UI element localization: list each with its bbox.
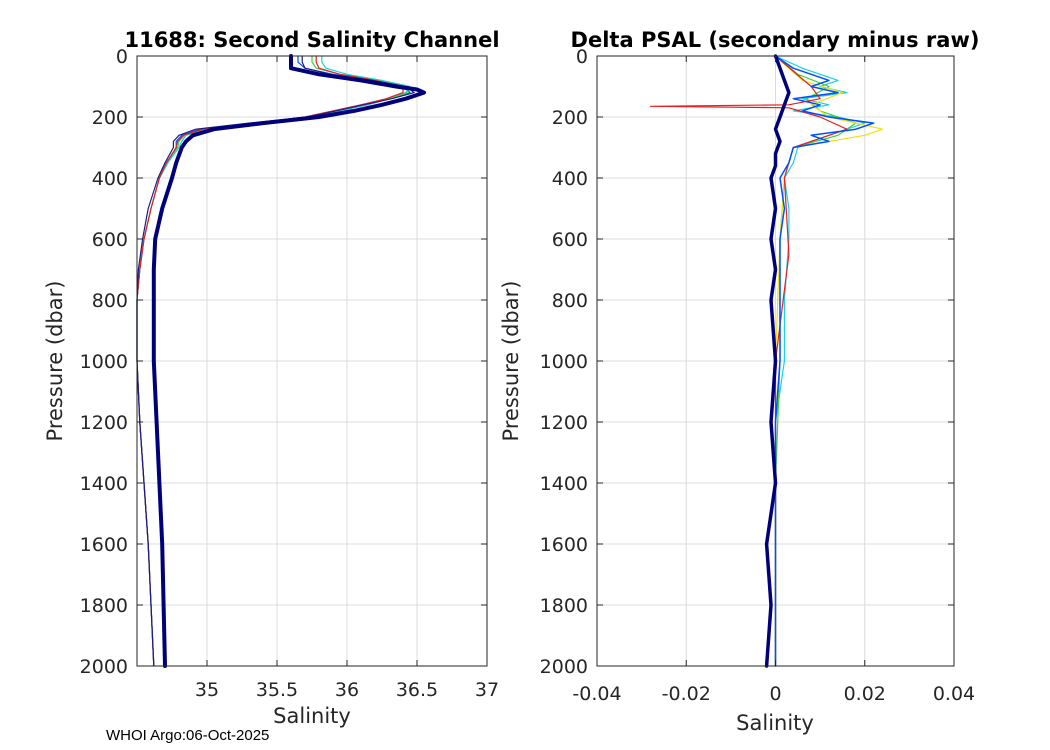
x-tick-label: 37: [475, 679, 499, 701]
chart-title: 11688: Second Salinity Channel: [124, 28, 499, 52]
y-tick-label: 1600: [80, 534, 128, 556]
series-group: [649, 54, 884, 668]
y-tick-label: 1400: [540, 473, 588, 495]
series-line-delta-red: [649, 55, 848, 667]
y-tick-label: 1400: [80, 473, 128, 495]
y-tick-label: 2000: [540, 656, 588, 678]
salinity-profile-chart: 35 35.5 36 36.5 37 0 200 400 600 800 1000 1200 1400 1…: [43, 28, 500, 728]
series-group: [136, 54, 426, 668]
y-tick-label: 1800: [540, 595, 588, 617]
y-tick-label: 2000: [80, 656, 128, 678]
x-axis-label: Salinity: [736, 711, 814, 735]
x-tick-label: 35: [195, 679, 219, 701]
x-tick-label: 0.02: [844, 683, 886, 705]
x-tick-label: 36: [335, 679, 359, 701]
x-tick-label: 35.5: [256, 679, 298, 701]
x-tick-label: -0.02: [662, 683, 711, 705]
y-tick-label: 600: [92, 229, 128, 251]
y-tick-label: 200: [92, 107, 128, 129]
footer-stamp: WHOI Argo:06-Oct-2025: [106, 727, 269, 744]
series-line-secondary-salinity-highlighted-: [151, 54, 426, 668]
y-tick-label: 1200: [80, 412, 128, 434]
x-tick-label: 0: [769, 683, 781, 705]
x-tick-label: 0.04: [933, 683, 975, 705]
y-tick-label: 800: [92, 290, 128, 312]
series-line-delta-navy-highlighted-: [764, 54, 791, 668]
y-tick-label: 800: [552, 290, 588, 312]
y-tick-label: 1000: [540, 351, 588, 373]
y-tick-label: 1800: [80, 595, 128, 617]
chart-title: Delta PSAL (secondary minus raw): [571, 28, 980, 52]
x-tick-label: -0.04: [572, 683, 621, 705]
x-axis-label: Salinity: [273, 704, 351, 728]
y-tick-label: 1200: [540, 412, 588, 434]
y-axis-label: Pressure (dbar): [499, 281, 523, 442]
y-tick-label: 1000: [80, 351, 128, 373]
y-tick-label: 600: [552, 229, 588, 251]
y-axis-label: Pressure (dbar): [43, 281, 67, 442]
ticks-group: -0.04 -0.02 0 0.02 0.04 0 200 400 600 800 1000 1200…: [540, 46, 976, 705]
y-tick-label: 400: [552, 168, 588, 190]
y-tick-label: 200: [552, 107, 588, 129]
ticks-group: 35 35.5 36 36.5 37 0 200 400 600 800 1000 1200 1400 1…: [80, 46, 499, 701]
y-tick-label: 1600: [540, 534, 588, 556]
series-line-delta-blue: [774, 55, 875, 667]
y-tick-label: 400: [92, 168, 128, 190]
delta-psal-chart: -0.04 -0.02 0 0.02 0.04 0 200 400 600 800 1000 1200…: [499, 28, 979, 735]
y-tick-label: 0: [116, 46, 128, 68]
x-tick-label: 36.5: [396, 679, 438, 701]
y-tick-label: 0: [576, 46, 588, 68]
